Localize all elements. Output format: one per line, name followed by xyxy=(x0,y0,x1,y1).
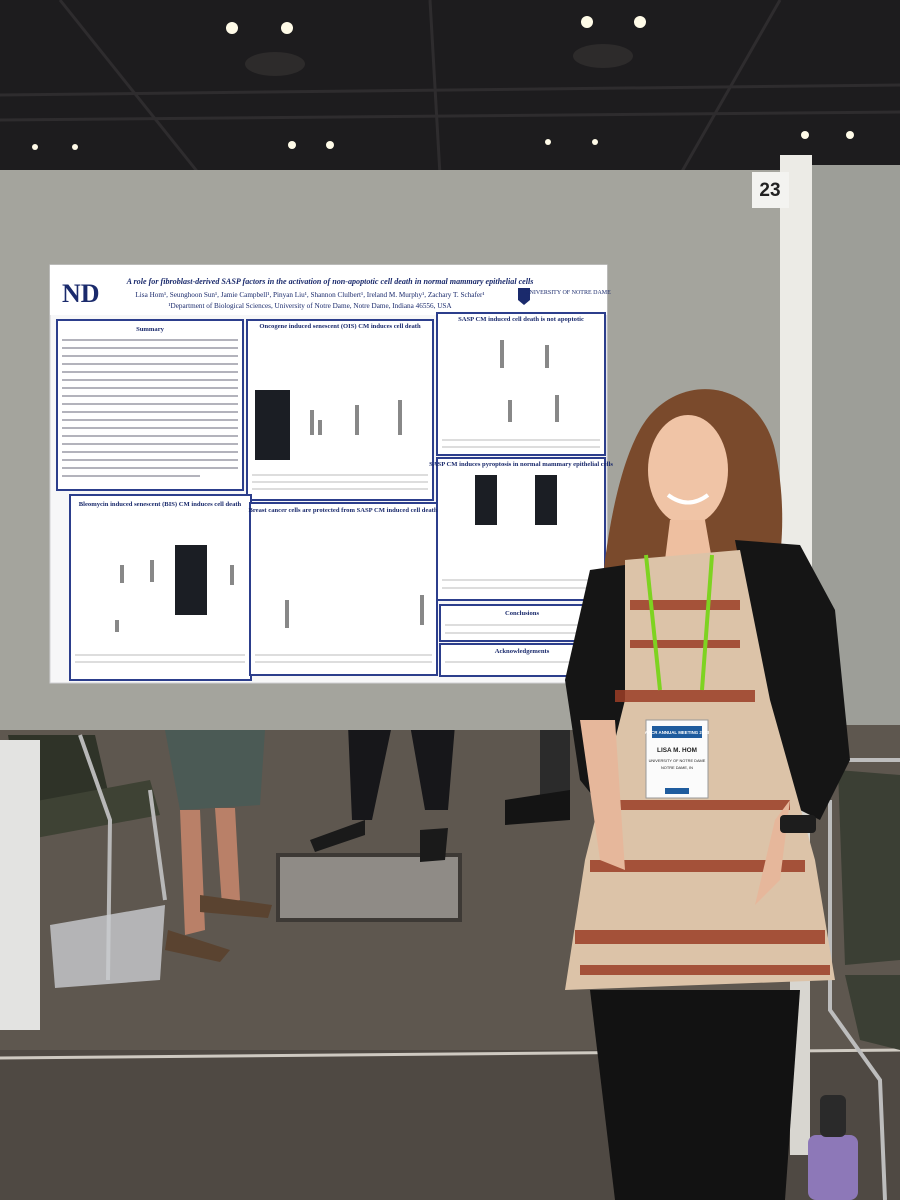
trousers xyxy=(540,725,570,800)
nd-monogram: ND xyxy=(62,279,100,308)
badge-organization: UNIVERSITY OF NOTRE DAME xyxy=(649,758,706,763)
board-number-card xyxy=(752,172,789,208)
chair-seat xyxy=(845,975,900,1050)
neck xyxy=(665,520,712,560)
poster-affiliation: ¹Department of Biological Sciences, Univ… xyxy=(168,302,452,310)
ceiling-lights xyxy=(32,16,854,150)
poster-authors: Lisa Hom¹, Seunghoon Sun¹, Jamie Campbel… xyxy=(135,291,484,299)
badge-strip xyxy=(665,788,689,794)
nd-shield xyxy=(518,288,530,305)
badge-location: NOTRE DAME, IN xyxy=(661,765,693,770)
section-title: Conclusions xyxy=(505,610,540,617)
section-title: Oncogene induced senescent (OIS) CM indu… xyxy=(259,323,421,330)
section-title: Bleomycin induced senescent (BIS) CM ind… xyxy=(79,501,242,508)
side-panel xyxy=(0,740,40,1030)
chair-seat xyxy=(15,780,160,840)
microscopy-panels xyxy=(175,390,557,615)
figure-bars xyxy=(115,340,559,632)
lanyard xyxy=(644,554,714,691)
board-number: 23 xyxy=(759,180,780,201)
figure-captions xyxy=(75,439,600,663)
chair-back xyxy=(838,770,900,965)
section-title: Acknowledgements xyxy=(495,648,550,655)
plastic-bag xyxy=(50,905,165,988)
dress-pattern xyxy=(575,600,830,975)
leggings xyxy=(590,990,800,1200)
badge-event: AACR ANNUAL MEETING 2023 xyxy=(645,730,710,735)
poster: ND A role for fibroblast-derived SASP fa… xyxy=(49,264,613,684)
person xyxy=(565,389,850,1200)
trousers xyxy=(348,725,455,820)
water-bottle xyxy=(808,1135,858,1200)
badge-name: LISA M. HOM xyxy=(657,747,697,754)
shoes xyxy=(310,820,448,862)
poster-header xyxy=(50,265,607,315)
bottle-cap xyxy=(820,1095,846,1137)
section-title: SASP CM induced cell death is not apopto… xyxy=(458,316,584,323)
vent xyxy=(245,52,305,76)
smile xyxy=(666,493,710,505)
section-title: SASP CM induces pyroptosis in normal mam… xyxy=(429,461,613,468)
poster-logo: UNIVERSITY OF NOTRE DAME xyxy=(525,290,611,296)
watch xyxy=(780,815,816,833)
cardigan-right xyxy=(735,540,850,820)
skirt xyxy=(165,730,265,810)
badge-banner xyxy=(652,726,702,738)
vent xyxy=(573,44,633,68)
arm xyxy=(580,720,625,870)
section-title: Breast cancer cells are protected from S… xyxy=(248,507,437,514)
floor-plate xyxy=(276,853,462,922)
shoes xyxy=(505,790,570,825)
section-title: Summary xyxy=(136,326,165,333)
summary-text-lines xyxy=(62,339,238,477)
face xyxy=(648,415,728,525)
name-badge: AACR ANNUAL MEETING 2023 LISA M. HOM UNI… xyxy=(645,719,710,799)
ceiling-trusses xyxy=(0,0,900,176)
sandals xyxy=(165,895,272,962)
poster-title: A role for fibroblast-derived SASP facto… xyxy=(126,277,534,286)
